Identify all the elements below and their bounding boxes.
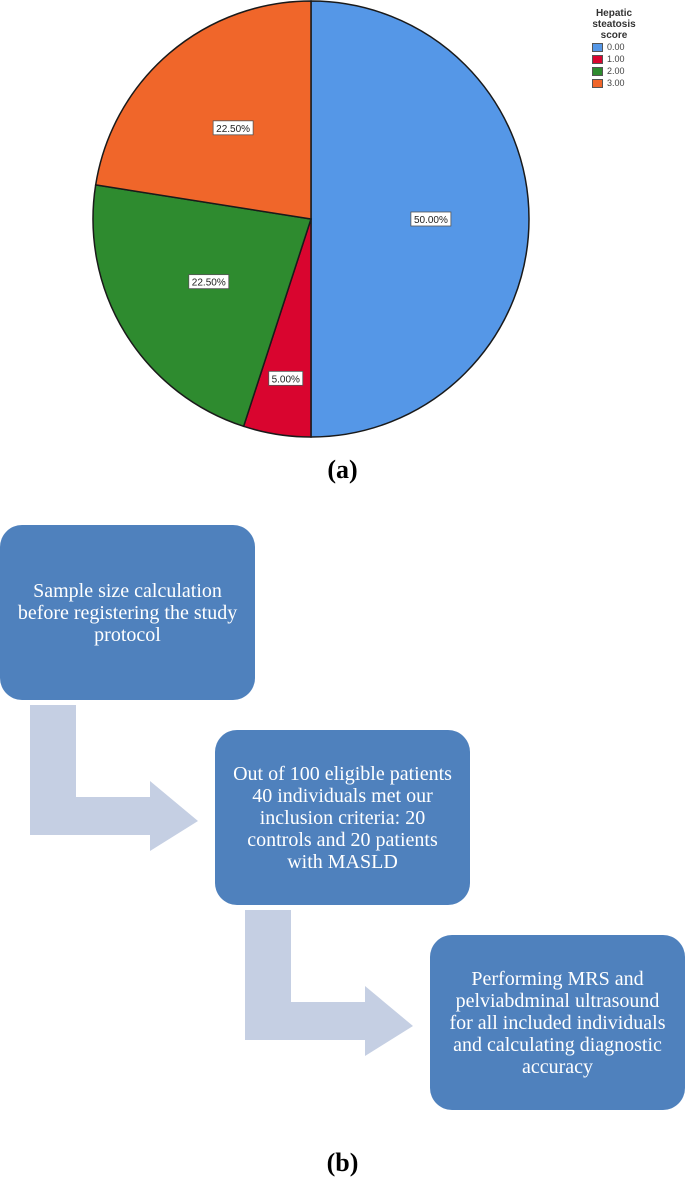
arrow-1-icon — [30, 705, 198, 851]
data-label-3.00: 22.50% — [212, 120, 254, 136]
flow-box-1: Sample size calculation before registeri… — [0, 525, 255, 700]
pie-slice-2.00 — [92, 184, 312, 428]
legend-title: Hepatic steatosis score — [592, 8, 636, 41]
legend-swatch — [592, 54, 603, 64]
legend: Hepatic steatosis score 0.00 1.00 2.00 3.00 — [588, 8, 668, 89]
pie-chart: 50.00% 5.00% 22.50% 22.50% — [92, 0, 530, 438]
legend-swatch — [592, 66, 603, 76]
legend-label: 0.00 — [607, 42, 625, 52]
data-label-1.00: 5.00% — [268, 370, 304, 386]
svg-text:5.00%: 5.00% — [272, 374, 300, 385]
legend-item-3.00: 3.00 — [588, 77, 668, 89]
svg-text:50.00%: 50.00% — [414, 215, 448, 226]
arrow-2-icon — [245, 910, 413, 1056]
legend-label: 1.00 — [607, 54, 625, 64]
flow-box-2: Out of 100 eligible patients 40 individu… — [215, 730, 470, 905]
legend-label: 3.00 — [607, 78, 625, 88]
legend-item-1.00: 1.00 — [588, 53, 668, 65]
svg-text:22.50%: 22.50% — [192, 278, 226, 289]
pie-slice-3.00 — [94, 0, 312, 220]
data-label-2.00: 22.50% — [188, 274, 230, 290]
panel-label-b: (b) — [326, 1148, 359, 1177]
legend-swatch — [592, 78, 603, 88]
svg-text:22.50%: 22.50% — [216, 124, 250, 135]
legend-swatch — [592, 42, 603, 52]
legend-item-0.00: 0.00 — [588, 41, 668, 53]
flow-box-3: Performing MRS and pelviabdminal ultraso… — [430, 935, 685, 1110]
legend-item-2.00: 2.00 — [588, 65, 668, 77]
data-label-0.00: 50.00% — [410, 211, 452, 227]
legend-label: 2.00 — [607, 66, 625, 76]
panel-label-a: (a) — [327, 455, 358, 484]
